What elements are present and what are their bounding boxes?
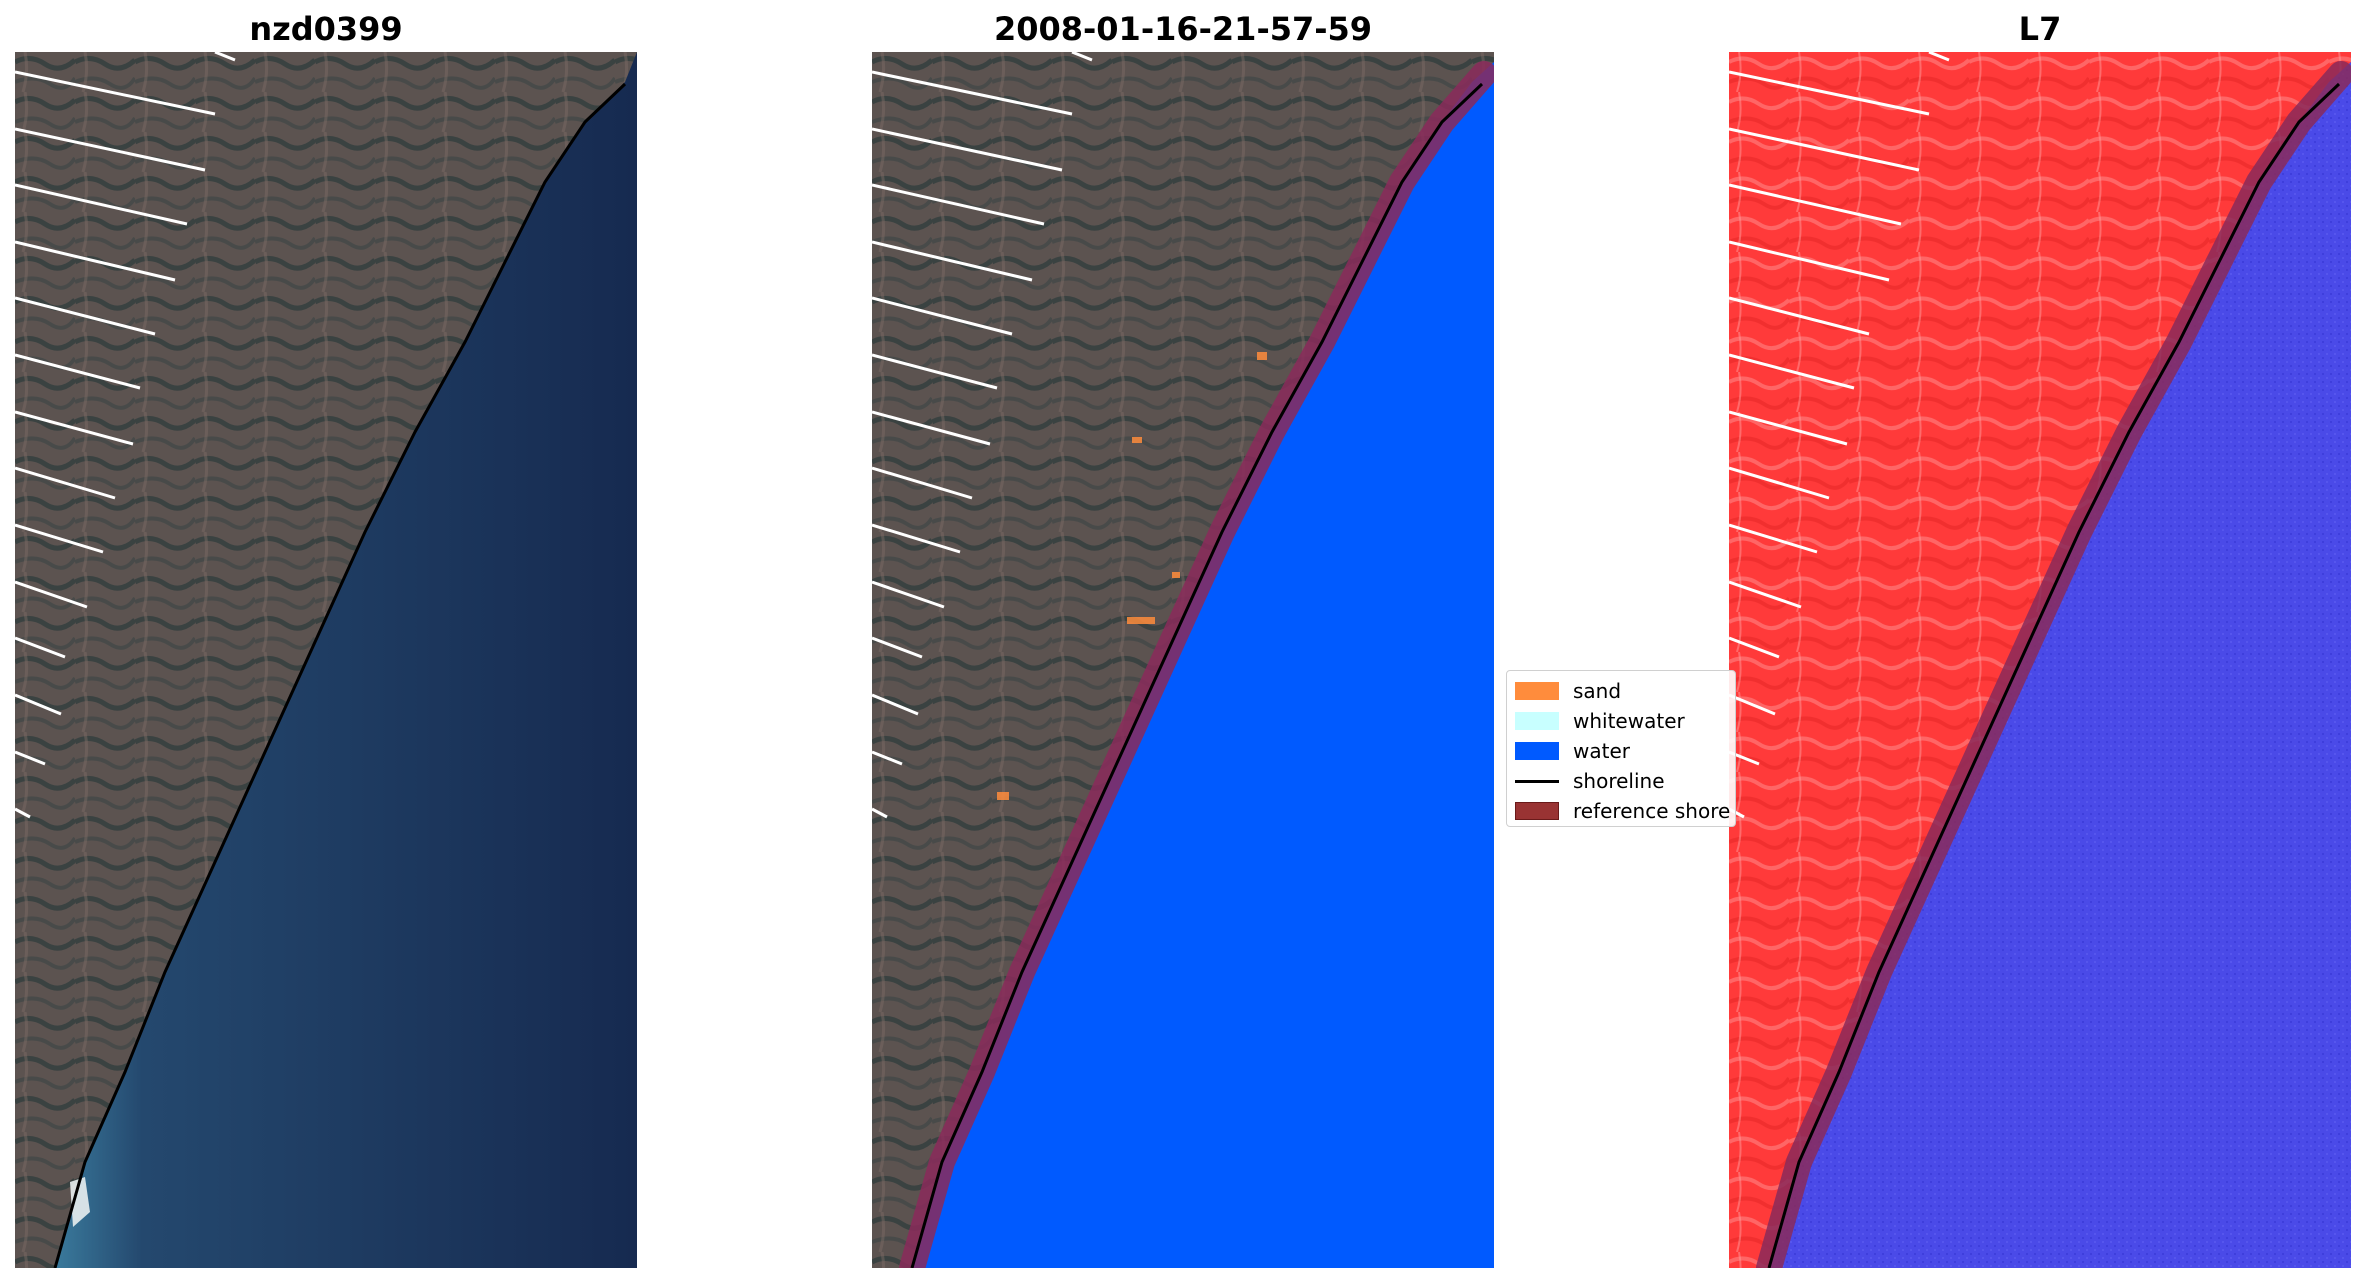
whitewater-swatch [1515, 712, 1559, 730]
legend-item-reference-shore: reference shore [1515, 797, 1730, 825]
rgb-image-panel [15, 52, 637, 1268]
shoreline [910, 82, 1484, 1268]
panel-title-rgb: nzd0399 [249, 10, 403, 48]
legend-item-sand: sand [1515, 677, 1621, 705]
water-index-area [1769, 52, 2351, 1268]
water-swatch [1515, 742, 1559, 760]
ocean-area [55, 52, 637, 1268]
legend: sand whitewater water shoreline referenc… [1506, 670, 1736, 827]
panel-title-classified: 2008-01-16-21-57-59 [993, 10, 1373, 48]
panel-title-index: L7 [2018, 10, 2062, 48]
classified-image-panel [872, 52, 1494, 1268]
legend-label: sand [1573, 679, 1622, 703]
shoreline [1767, 82, 2341, 1268]
legend-label: water [1573, 739, 1630, 763]
scan-line-gaps [872, 52, 1093, 819]
sand-patches [997, 352, 1267, 800]
legend-label: whitewater [1573, 709, 1685, 733]
legend-item-whitewater: whitewater [1515, 707, 1685, 735]
legend-label: reference shore [1573, 799, 1731, 823]
shoreline-swatch [1515, 772, 1559, 790]
scan-line-gaps [15, 52, 236, 819]
scan-line-gaps [1729, 52, 1950, 819]
legend-item-shoreline: shoreline [1515, 767, 1665, 795]
shoreline [53, 82, 627, 1268]
water-class-area [912, 52, 1494, 1268]
index-image-panel [1729, 52, 2351, 1268]
reference-shore-swatch [1515, 802, 1559, 820]
sand-swatch [1515, 682, 1559, 700]
legend-label: shoreline [1573, 769, 1665, 793]
legend-item-water: water [1515, 737, 1630, 765]
